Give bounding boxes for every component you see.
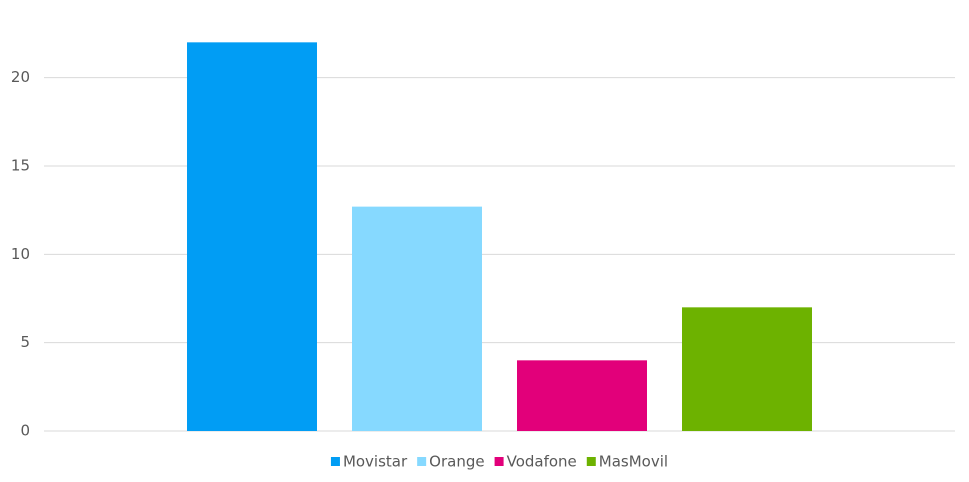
- legend-label: Movistar: [343, 453, 408, 471]
- legend-swatch: [330, 457, 340, 466]
- y-tick-label: 0: [20, 422, 30, 440]
- legend-swatch: [586, 457, 596, 466]
- y-tick-label: 5: [20, 333, 30, 351]
- legend-swatch: [494, 457, 504, 466]
- bar: [187, 42, 317, 431]
- y-tick-label: 15: [11, 157, 30, 175]
- bar: [682, 307, 812, 431]
- legend-label: MasMovil: [599, 453, 668, 471]
- legend-label: Vodafone: [507, 453, 577, 471]
- y-tick-label: 20: [11, 68, 30, 86]
- legend-label: Orange: [429, 453, 484, 471]
- bar: [352, 206, 482, 431]
- bar: [517, 360, 647, 431]
- y-tick-label: 10: [11, 245, 30, 263]
- legend-swatch: [417, 457, 427, 466]
